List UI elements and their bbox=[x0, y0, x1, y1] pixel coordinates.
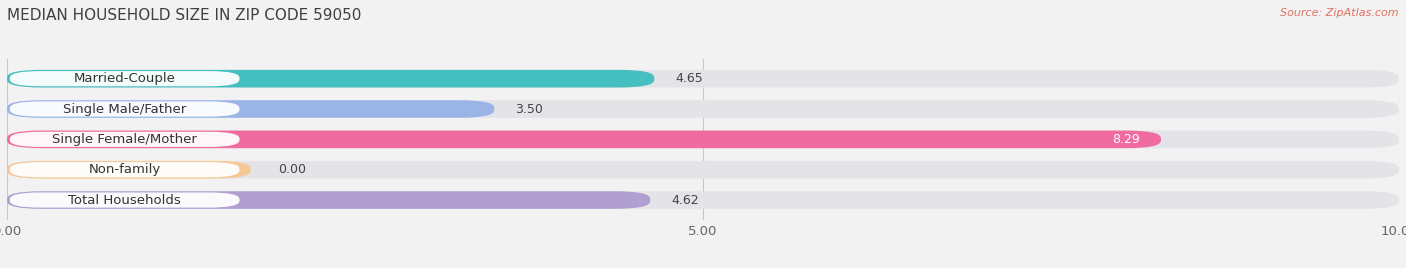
Text: Source: ZipAtlas.com: Source: ZipAtlas.com bbox=[1281, 8, 1399, 18]
Text: Single Female/Mother: Single Female/Mother bbox=[52, 133, 197, 146]
FancyBboxPatch shape bbox=[7, 191, 1399, 209]
FancyBboxPatch shape bbox=[7, 161, 250, 178]
FancyBboxPatch shape bbox=[7, 70, 654, 87]
FancyBboxPatch shape bbox=[10, 162, 239, 177]
FancyBboxPatch shape bbox=[7, 131, 1399, 148]
FancyBboxPatch shape bbox=[7, 70, 1399, 87]
Text: Single Male/Father: Single Male/Father bbox=[63, 103, 186, 116]
Text: MEDIAN HOUSEHOLD SIZE IN ZIP CODE 59050: MEDIAN HOUSEHOLD SIZE IN ZIP CODE 59050 bbox=[7, 8, 361, 23]
Text: Married-Couple: Married-Couple bbox=[73, 72, 176, 85]
Text: 4.65: 4.65 bbox=[675, 72, 703, 85]
Text: Total Households: Total Households bbox=[69, 193, 181, 207]
FancyBboxPatch shape bbox=[10, 132, 239, 147]
FancyBboxPatch shape bbox=[7, 131, 1161, 148]
FancyBboxPatch shape bbox=[10, 101, 239, 117]
FancyBboxPatch shape bbox=[7, 191, 650, 209]
Text: 0.00: 0.00 bbox=[278, 163, 307, 176]
Text: Non-family: Non-family bbox=[89, 163, 160, 176]
FancyBboxPatch shape bbox=[7, 161, 1399, 178]
FancyBboxPatch shape bbox=[7, 100, 1399, 118]
Text: 4.62: 4.62 bbox=[671, 193, 699, 207]
Text: 3.50: 3.50 bbox=[515, 103, 543, 116]
FancyBboxPatch shape bbox=[10, 71, 239, 86]
FancyBboxPatch shape bbox=[7, 100, 495, 118]
Text: 8.29: 8.29 bbox=[1112, 133, 1140, 146]
FancyBboxPatch shape bbox=[10, 192, 239, 208]
